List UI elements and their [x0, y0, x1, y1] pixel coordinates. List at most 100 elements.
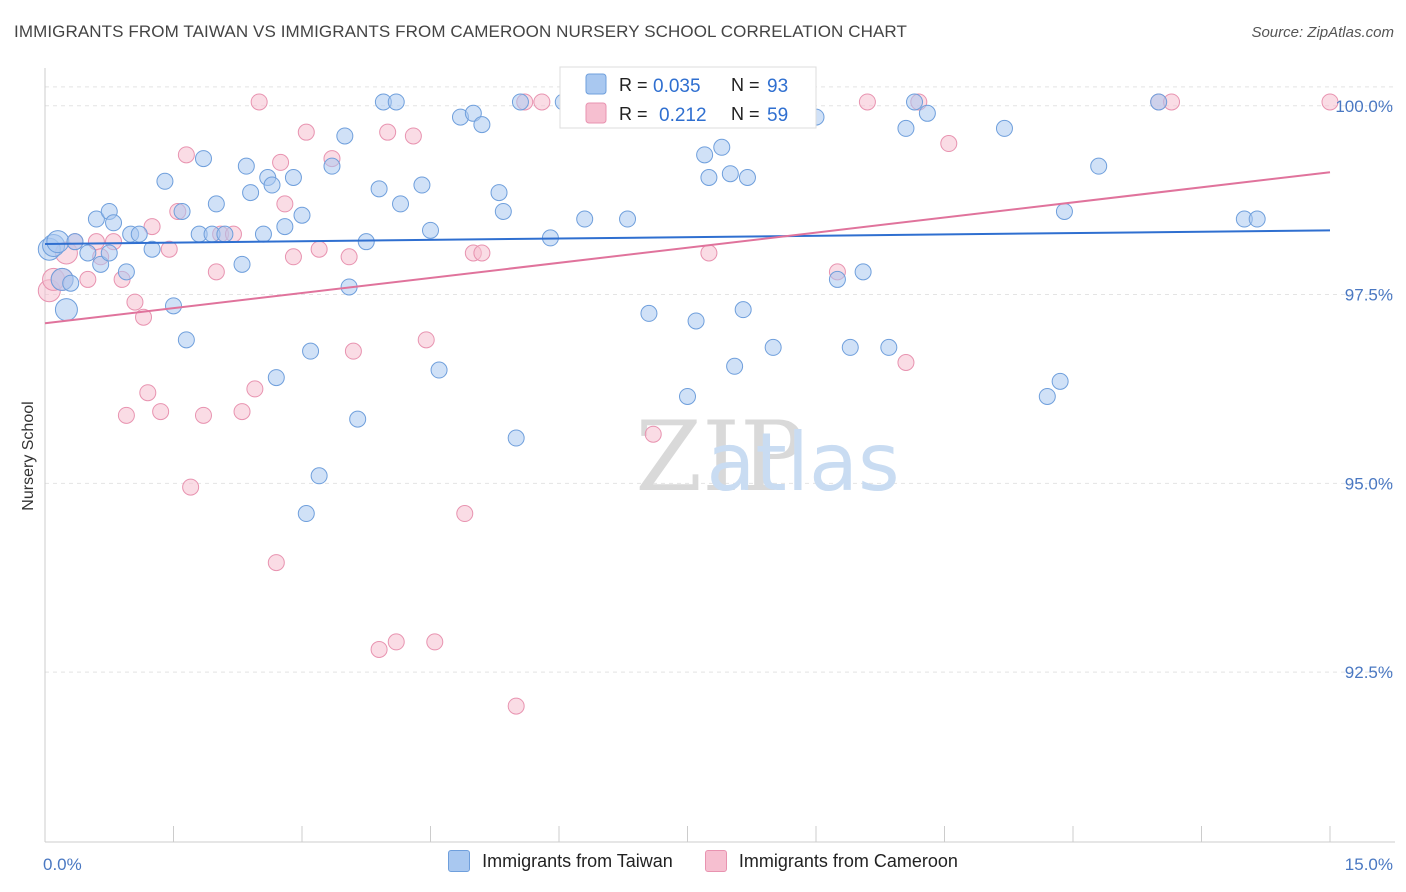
taiwan-point: [734, 301, 752, 319]
cameroon-point: [207, 263, 225, 281]
taiwan-point: [918, 104, 936, 122]
taiwan-point: [854, 263, 872, 281]
legend-taiwan-r-value: 0.035: [653, 76, 701, 97]
taiwan-point: [130, 225, 148, 243]
legend-cameroon-n-value: 59: [767, 105, 788, 126]
taiwan-point: [880, 338, 898, 356]
cameroon-point: [250, 93, 268, 111]
taiwan-point: [105, 214, 123, 232]
cameroon-point: [700, 244, 718, 262]
taiwan-point: [297, 505, 315, 523]
taiwan-point: [494, 202, 512, 220]
cameroon-point: [152, 403, 170, 421]
taiwan-point: [828, 270, 846, 288]
legend-taiwan-r-label: R =: [619, 75, 648, 95]
taiwan-point: [165, 297, 182, 315]
watermark-zip: ZIP: [635, 401, 804, 513]
taiwan-point: [511, 93, 529, 111]
cameroon-point: [858, 93, 876, 111]
cameroon-point: [310, 240, 328, 258]
taiwan-point: [687, 312, 705, 330]
axes: [44, 68, 1395, 843]
taiwan-point: [1051, 372, 1069, 390]
legend-taiwan-swatch: [585, 73, 607, 95]
cameroon-point: [117, 406, 135, 424]
taiwan-point: [79, 244, 97, 262]
cameroon-point: [177, 146, 195, 164]
cameroon-swatch-icon: [704, 850, 727, 872]
taiwan-point: [216, 225, 234, 243]
taiwan-point: [1248, 210, 1266, 228]
taiwan-point: [392, 195, 410, 213]
cameroon-point: [533, 93, 551, 111]
cameroon-point: [276, 195, 294, 213]
taiwan-point: [349, 410, 367, 428]
cameroon-point: [417, 331, 435, 349]
y-tick-label: 100.0%: [1335, 97, 1393, 116]
legend-cameroon-swatch: [585, 102, 607, 124]
taiwan-point: [284, 168, 302, 186]
taiwan-point: [576, 210, 594, 228]
taiwan-point: [177, 331, 195, 349]
taiwan-point: [276, 218, 294, 236]
legend-cameroon-r-label: R =: [619, 104, 648, 124]
y-tick-label: 97.5%: [1345, 286, 1393, 305]
taiwan-point: [156, 172, 174, 190]
cameroon-trend-line: [44, 171, 1331, 325]
taiwan-point: [92, 255, 110, 273]
cameroon-point: [387, 633, 405, 651]
grid-lines: [45, 86, 1395, 673]
cameroon-point: [344, 342, 362, 360]
cameroon-point: [194, 406, 212, 424]
legend-cameroon-label: Immigrants from Cameroon: [738, 850, 958, 871]
taiwan-point: [310, 467, 328, 485]
taiwan-point: [302, 342, 320, 360]
taiwan-point: [507, 429, 525, 447]
cameroon-point: [473, 244, 491, 262]
taiwan-point: [619, 210, 637, 228]
taiwan-point: [841, 338, 859, 356]
x-tick-label: 0.0%: [43, 855, 82, 874]
cameroon-point: [644, 425, 662, 443]
legend-taiwan-n-value: 93: [767, 76, 788, 97]
cameroon-point: [246, 380, 264, 398]
taiwan-point: [263, 176, 281, 194]
cameroon-point: [456, 505, 474, 523]
taiwan-point: [254, 225, 272, 243]
taiwan-point: [173, 202, 191, 220]
taiwan-point: [1038, 387, 1056, 405]
y-tick-label: 95.0%: [1345, 474, 1393, 493]
taiwan-point: [66, 233, 84, 251]
taiwan-point: [726, 357, 744, 375]
stats-legend: R = 0.035 N = 93 R = 0.212 N = 59: [559, 66, 817, 129]
taiwan-point: [237, 157, 255, 175]
cameroon-point: [272, 153, 290, 171]
cameroon-point: [340, 248, 358, 266]
taiwan-point: [62, 274, 80, 292]
taiwan-point: [1055, 202, 1073, 220]
legend-cameroon-n-label: N =: [731, 104, 760, 124]
taiwan-point: [323, 157, 341, 175]
taiwan-point: [906, 93, 924, 111]
legend-cameroon-r-value: 0.212: [659, 105, 707, 126]
legend-taiwan-n-label: N =: [731, 75, 760, 95]
legend-taiwan-label: Immigrants from Taiwan: [482, 850, 673, 871]
taiwan-point: [473, 116, 491, 134]
taiwan-trend-line: [44, 229, 1331, 245]
taiwan-point: [430, 361, 448, 379]
taiwan-point: [293, 206, 311, 224]
taiwan-point: [721, 165, 739, 183]
source-label: Source: ZipAtlas.com: [1251, 24, 1394, 41]
taiwan-point: [194, 150, 212, 168]
taiwan-point: [370, 180, 388, 198]
taiwan-point: [738, 168, 756, 186]
cameroon-point: [404, 127, 422, 145]
taiwan-point: [357, 233, 375, 251]
taiwan-point: [713, 138, 731, 156]
legend-item-taiwan: Immigrants from Taiwan: [448, 850, 673, 872]
cameroon-point: [267, 554, 285, 572]
taiwan-point: [700, 168, 718, 186]
taiwan-point: [143, 240, 161, 258]
taiwan-point: [422, 221, 439, 239]
